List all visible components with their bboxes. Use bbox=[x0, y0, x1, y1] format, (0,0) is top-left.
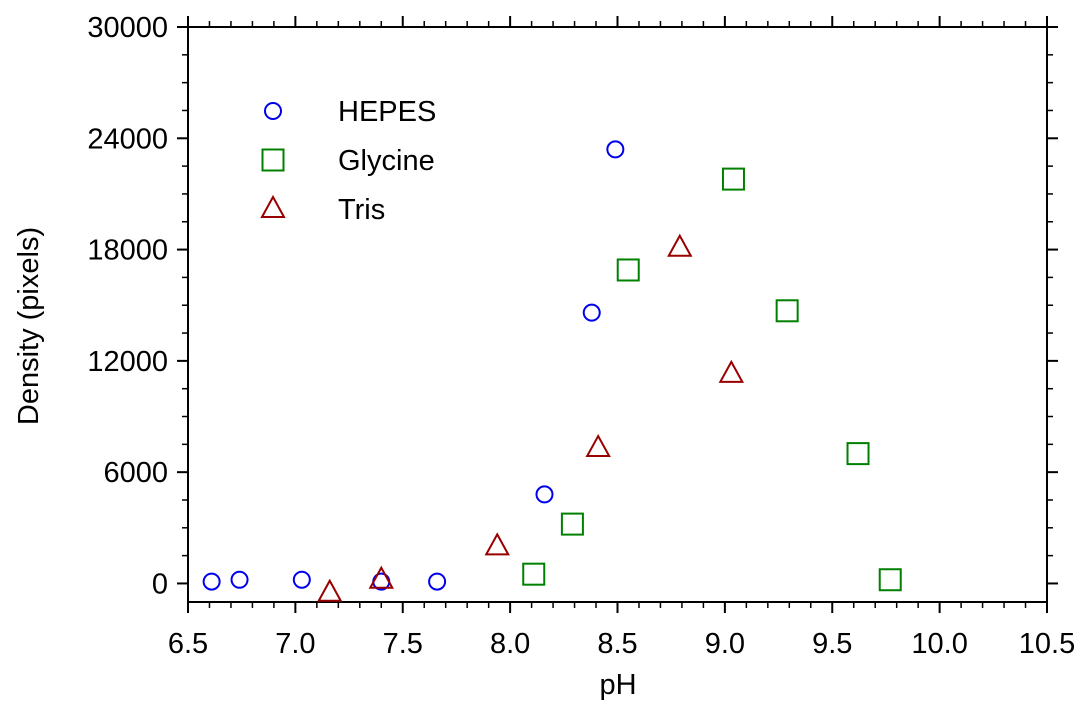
x-tick-label: 8.0 bbox=[490, 628, 530, 660]
x-tick-label: 9.5 bbox=[812, 628, 852, 660]
hepes-point bbox=[292, 570, 311, 589]
x-tick-label: 9.0 bbox=[705, 628, 745, 660]
glycine-point bbox=[560, 512, 584, 536]
hepes-point bbox=[606, 140, 625, 159]
y-axis-label: Density (pixels) bbox=[13, 227, 45, 425]
legend-tris-label: Tris bbox=[338, 194, 385, 226]
y-tick-label: 30000 bbox=[87, 12, 168, 44]
tris-point bbox=[317, 578, 343, 602]
tris-point bbox=[484, 532, 510, 556]
x-tick-label: 10.5 bbox=[1019, 628, 1075, 660]
y-tick-label: 0 bbox=[152, 568, 168, 600]
legend-hepes-label: HEPES bbox=[338, 96, 436, 128]
hepes-point bbox=[202, 572, 221, 591]
y-tick-label: 6000 bbox=[103, 457, 168, 489]
legend-glycine-label: Glycine bbox=[338, 145, 435, 177]
legend-tris-marker bbox=[260, 194, 286, 218]
glycine-point bbox=[522, 562, 546, 586]
x-tick-label: 7.5 bbox=[383, 628, 423, 660]
x-axis-label: pH bbox=[599, 669, 636, 701]
y-tick-label: 12000 bbox=[87, 346, 168, 378]
hepes-point bbox=[428, 572, 447, 591]
tris-point bbox=[667, 233, 693, 257]
x-tick-label: 6.5 bbox=[168, 628, 208, 660]
legend-glycine-marker bbox=[261, 148, 285, 172]
hepes-point bbox=[582, 303, 601, 322]
x-tick-label: 7.0 bbox=[275, 628, 315, 660]
axes bbox=[187, 26, 1048, 603]
tris-point bbox=[585, 433, 611, 458]
hepes-point bbox=[535, 485, 554, 504]
glycine-point bbox=[616, 258, 640, 282]
legend: HEPES Glycine Tris bbox=[260, 96, 436, 226]
plot-frame bbox=[187, 26, 1048, 603]
glycine-point bbox=[846, 442, 870, 466]
glycine-point bbox=[878, 568, 902, 592]
legend-hepes-marker bbox=[264, 102, 282, 120]
x-tick-label: 8.5 bbox=[597, 628, 637, 660]
x-axis-ticks: 6.5 7.0 7.5 8.0 8.5 9.0 9.5 10.0 10.5 bbox=[168, 16, 1075, 660]
y-axis-ticks: 0 6000 12000 18000 24000 30000 bbox=[87, 12, 1058, 600]
y-tick-label: 24000 bbox=[87, 123, 168, 155]
tris-point bbox=[718, 359, 745, 383]
x-tick-label: 10.0 bbox=[911, 628, 967, 660]
data-points bbox=[202, 140, 902, 602]
tris-point bbox=[368, 565, 394, 589]
hepes-point bbox=[230, 570, 249, 589]
glycine-point bbox=[775, 299, 799, 323]
y-tick-label: 18000 bbox=[87, 235, 168, 267]
glycine-point bbox=[721, 167, 745, 191]
